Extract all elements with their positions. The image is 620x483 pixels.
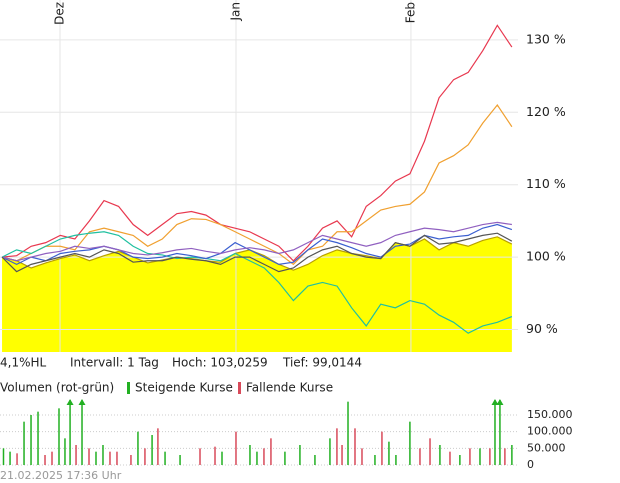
volume-bar xyxy=(494,400,496,465)
overflow-arrow xyxy=(78,399,86,405)
y-tick-label: 130 % xyxy=(526,31,566,46)
legend-swatch xyxy=(238,382,241,394)
volume-bar xyxy=(469,448,471,465)
volume-bar xyxy=(16,453,18,465)
volume-bar xyxy=(284,451,286,465)
volume-bar xyxy=(489,448,491,465)
y-tick-label: 120 % xyxy=(526,104,566,119)
info-text: Hoch: 103,0259 xyxy=(172,356,268,370)
volume-bar xyxy=(69,400,71,465)
y-tick-label: 100.000 xyxy=(527,425,573,438)
volume-bar xyxy=(179,455,181,465)
volume-bar xyxy=(30,415,32,465)
volume-bar xyxy=(130,455,132,465)
volume-bar xyxy=(511,445,513,465)
volume-bar xyxy=(329,438,331,465)
x-tick-label: Dez xyxy=(53,2,67,25)
line xyxy=(1,24,513,262)
volume-bar xyxy=(270,438,272,465)
volume-bar xyxy=(449,451,451,465)
volume-bar xyxy=(37,411,39,465)
volume-bar xyxy=(164,451,166,465)
volume-bar xyxy=(151,435,153,465)
info-text: Intervall: 1 Tag xyxy=(70,356,159,370)
y-tick-label: 50.000 xyxy=(527,441,566,454)
volume-bar xyxy=(88,448,90,465)
volume-bar xyxy=(199,448,201,465)
volume-bar xyxy=(504,448,506,465)
volume-bar xyxy=(419,448,421,465)
line xyxy=(1,223,513,266)
volume-bar xyxy=(479,448,481,465)
volume-bar xyxy=(459,455,461,465)
volume-bar xyxy=(499,400,501,465)
volume-bar xyxy=(361,448,363,465)
info-text: 4,1%HL xyxy=(0,356,47,370)
volume-bar xyxy=(109,451,111,465)
timestamp: 21.02.2025 17:36 Uhr xyxy=(0,469,122,482)
volume-bar xyxy=(314,455,316,465)
volume-title: Volumen (rot-grün) xyxy=(0,381,114,395)
legend-swatch xyxy=(127,382,130,394)
y-tick-label: 90 % xyxy=(526,321,558,336)
volume-bar xyxy=(64,438,66,465)
line xyxy=(1,232,513,273)
line xyxy=(1,104,513,266)
y-tick-label: 110 % xyxy=(526,176,566,191)
line xyxy=(1,231,513,334)
volume-bar xyxy=(75,445,77,465)
volume-bar xyxy=(137,431,139,465)
volume-bar xyxy=(263,448,265,465)
x-tick-label: Feb xyxy=(403,2,417,23)
volume-bar xyxy=(2,448,5,465)
volume-bar xyxy=(221,451,223,465)
legend-label: Fallende Kurse xyxy=(246,381,333,395)
volume-bar xyxy=(51,451,53,465)
volume-bar xyxy=(381,431,383,465)
y-tick-label: 100 % xyxy=(526,249,566,264)
info-text: Tief: 99,0144 xyxy=(282,356,362,370)
volume-bar xyxy=(388,441,390,465)
volume-bar xyxy=(347,401,349,465)
volume-bar xyxy=(429,438,431,465)
legend-label: Steigende Kurse xyxy=(135,381,233,395)
line xyxy=(1,221,512,262)
overflow-arrow xyxy=(66,399,74,405)
volume-bar xyxy=(249,445,251,465)
volume-bar xyxy=(81,400,83,465)
volume-bar xyxy=(256,451,258,465)
volume-bar xyxy=(354,428,356,465)
area-line xyxy=(1,236,513,271)
volume-bar xyxy=(23,421,25,465)
volume-bar xyxy=(95,451,97,465)
area xyxy=(2,236,512,352)
volume-bar xyxy=(58,408,60,465)
volume-bar xyxy=(116,451,118,465)
volume-bar xyxy=(336,428,338,465)
volume-bar xyxy=(102,445,104,465)
volume-bar xyxy=(395,455,397,465)
volume-bar xyxy=(299,445,301,465)
volume-bar xyxy=(374,455,376,465)
volume-bar xyxy=(341,445,343,465)
overflow-arrow xyxy=(491,399,499,405)
volume-bar xyxy=(409,421,411,465)
y-tick-label: 150.000 xyxy=(527,408,573,421)
x-tick-label: Jan xyxy=(228,2,242,22)
y-tick-label: 0 xyxy=(527,458,534,471)
volume-bar xyxy=(157,428,159,465)
volume-bar xyxy=(9,451,11,465)
volume-bar xyxy=(235,431,237,465)
overflow-arrow xyxy=(496,399,504,405)
volume-bar xyxy=(439,445,441,465)
volume-bar xyxy=(214,446,216,465)
volume-bar xyxy=(44,455,46,465)
volume-bar xyxy=(144,448,146,465)
